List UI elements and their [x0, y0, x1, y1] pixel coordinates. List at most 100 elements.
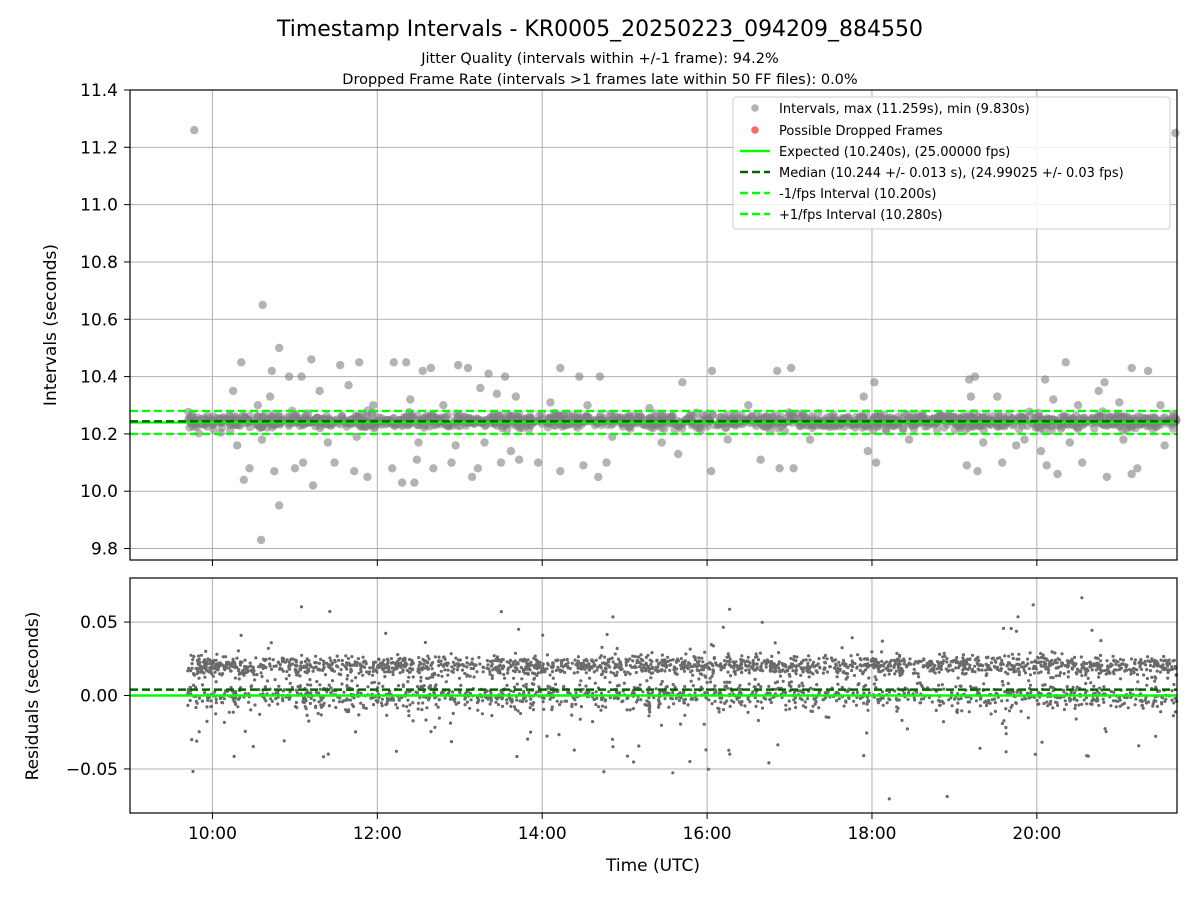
- residual-point: [663, 663, 668, 667]
- residual-point: [299, 661, 303, 665]
- residual-point: [517, 670, 522, 674]
- residual-point: [472, 675, 476, 679]
- residual-point: [824, 715, 828, 719]
- residual-point: [442, 663, 446, 667]
- residual-point: [1047, 668, 1051, 672]
- residual-point: [823, 653, 828, 658]
- interval-point: [237, 358, 246, 367]
- residual-point: [433, 655, 437, 659]
- residual-point: [866, 708, 870, 712]
- residual-point: [615, 691, 619, 695]
- residual-point: [794, 705, 798, 710]
- intervals-panel: 9.810.010.210.410.610.811.011.211.4 Inte…: [41, 81, 1181, 566]
- residual-point: [244, 670, 248, 675]
- residual-point: [1025, 691, 1029, 695]
- residual-point: [787, 666, 791, 670]
- residual-point: [951, 669, 955, 673]
- residual-point: [944, 667, 948, 671]
- residual-point: [1094, 663, 1098, 667]
- residual-point: [1118, 677, 1123, 681]
- residual-point: [446, 673, 450, 677]
- residual-point: [806, 670, 810, 674]
- residual-point: [222, 697, 226, 701]
- residual-point: [348, 698, 353, 702]
- residual-point: [361, 673, 365, 677]
- residual-point: [789, 684, 793, 689]
- x-axis-label: Time (UTC): [605, 856, 700, 876]
- residual-point: [722, 659, 727, 663]
- residual-point: [760, 706, 765, 710]
- residual-point: [740, 670, 744, 675]
- interval-point: [350, 467, 359, 476]
- residual-point: [1049, 676, 1053, 680]
- residual-point: [346, 656, 350, 661]
- residual-point: [806, 664, 810, 668]
- residual-point: [533, 666, 537, 670]
- residual-point: [807, 667, 812, 672]
- residual-point: [558, 703, 562, 707]
- residual-point: [1166, 661, 1170, 665]
- residual-point: [560, 659, 564, 663]
- residual-point: [792, 654, 796, 659]
- residual-point: [942, 687, 946, 691]
- residual-point: [218, 661, 222, 665]
- residual-point: [855, 690, 860, 695]
- residual-point: [845, 672, 850, 676]
- residual-point: [500, 697, 504, 701]
- residual-point: [659, 682, 663, 686]
- residual-point: [889, 668, 893, 672]
- residual-point: [657, 703, 661, 707]
- residual-point: [817, 657, 821, 661]
- interval-point: [808, 423, 817, 432]
- residual-point: [1155, 704, 1159, 709]
- residual-point: [906, 697, 910, 702]
- residual-point: [1102, 685, 1106, 689]
- residual-point: [385, 697, 389, 701]
- residual-point: [194, 705, 198, 710]
- residual-point: [623, 670, 627, 674]
- residual-point: [1041, 656, 1045, 660]
- residual-point: [1056, 657, 1060, 661]
- residual-point: [1042, 701, 1046, 706]
- residual-point: [683, 659, 687, 663]
- residual-point: [721, 625, 725, 629]
- residual-point: [345, 684, 349, 688]
- residual-point: [354, 676, 358, 680]
- residual-point: [1111, 654, 1115, 658]
- residual-point: [834, 663, 839, 667]
- interval-point: [1062, 412, 1072, 422]
- residual-point: [894, 669, 898, 673]
- residual-point: [723, 663, 727, 668]
- residual-point: [605, 632, 609, 637]
- residual-point: [668, 658, 673, 662]
- residual-point: [359, 701, 363, 705]
- residual-point: [719, 662, 723, 666]
- residual-point: [1072, 664, 1076, 668]
- interval-point: [771, 410, 780, 419]
- residual-point: [978, 746, 982, 750]
- residual-point: [361, 703, 365, 708]
- residual-point: [498, 671, 502, 675]
- residual-point: [288, 667, 292, 671]
- residual-point: [221, 655, 225, 659]
- residual-point: [1026, 716, 1030, 720]
- residual-point: [550, 705, 554, 709]
- residual-point: [691, 684, 695, 688]
- residual-point: [1004, 707, 1008, 711]
- residual-point: [672, 665, 677, 669]
- residual-point: [868, 663, 872, 668]
- residual-point: [229, 669, 233, 673]
- residual-point: [644, 661, 648, 665]
- residual-point: [394, 749, 398, 753]
- residual-point: [1154, 734, 1158, 738]
- residual-point: [410, 658, 414, 663]
- residual-point: [233, 664, 237, 668]
- residual-point: [380, 704, 384, 708]
- residual-point: [1047, 662, 1051, 666]
- residual-point: [693, 658, 698, 662]
- residual-point: [521, 670, 526, 674]
- residual-point: [457, 701, 461, 705]
- interval-point: [453, 412, 462, 421]
- interval-point: [535, 411, 544, 420]
- residual-point: [570, 661, 574, 665]
